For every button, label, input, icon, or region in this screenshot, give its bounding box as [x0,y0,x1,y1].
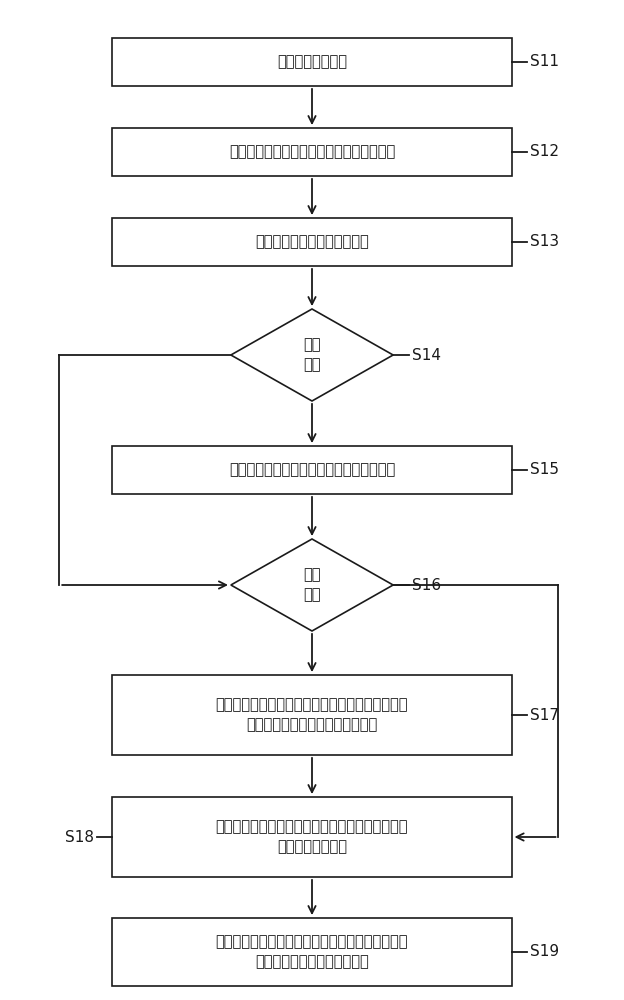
Text: S13: S13 [530,234,560,249]
FancyBboxPatch shape [112,675,512,755]
Text: 将第二芯片的生物样本数据同步于第一芯片，将第
二芯片的生物样本数据打印在本体: 将第二芯片的生物样本数据同步于第一芯片，将第 二芯片的生物样本数据打印在本体 [216,698,408,732]
Text: S15: S15 [530,462,559,478]
FancyBboxPatch shape [112,128,512,176]
Text: 提供具有可视化与非接触式的第一电子标签: 提供具有可视化与非接触式的第一电子标签 [229,144,395,159]
Text: S18: S18 [65,830,94,844]
Text: 提供生物样本试管: 提供生物样本试管 [277,54,347,70]
Polygon shape [231,539,393,631]
Polygon shape [231,309,393,401]
FancyBboxPatch shape [112,38,512,86]
FancyBboxPatch shape [112,797,512,877]
Text: S16: S16 [412,578,441,592]
Text: S14: S14 [412,348,441,362]
Text: 判断
本体: 判断 本体 [303,338,321,372]
Text: S19: S19 [530,944,560,960]
Text: S17: S17 [530,708,559,722]
Text: 在第一芯片与第二芯片写入生物样本数据与在本体
打印生物样本数据: 在第一芯片与第二芯片写入生物样本数据与在本体 打印生物样本数据 [216,820,408,854]
FancyBboxPatch shape [112,446,512,494]
Text: 提供非接触式的第二电子标签: 提供非接触式的第二电子标签 [255,234,369,249]
Text: S11: S11 [530,54,559,70]
FancyBboxPatch shape [112,218,512,266]
Text: S12: S12 [530,144,559,159]
Text: 将第一芯片的生物样本数据同步于第二芯片: 将第一芯片的生物样本数据同步于第二芯片 [229,462,395,478]
Text: 判断
本体: 判断 本体 [303,568,321,602]
Text: 完成第一芯片与第二芯片同步生物样本数据与在第
一电子标签显示生物样本数据: 完成第一芯片与第二芯片同步生物样本数据与在第 一电子标签显示生物样本数据 [216,935,408,969]
FancyBboxPatch shape [112,918,512,986]
